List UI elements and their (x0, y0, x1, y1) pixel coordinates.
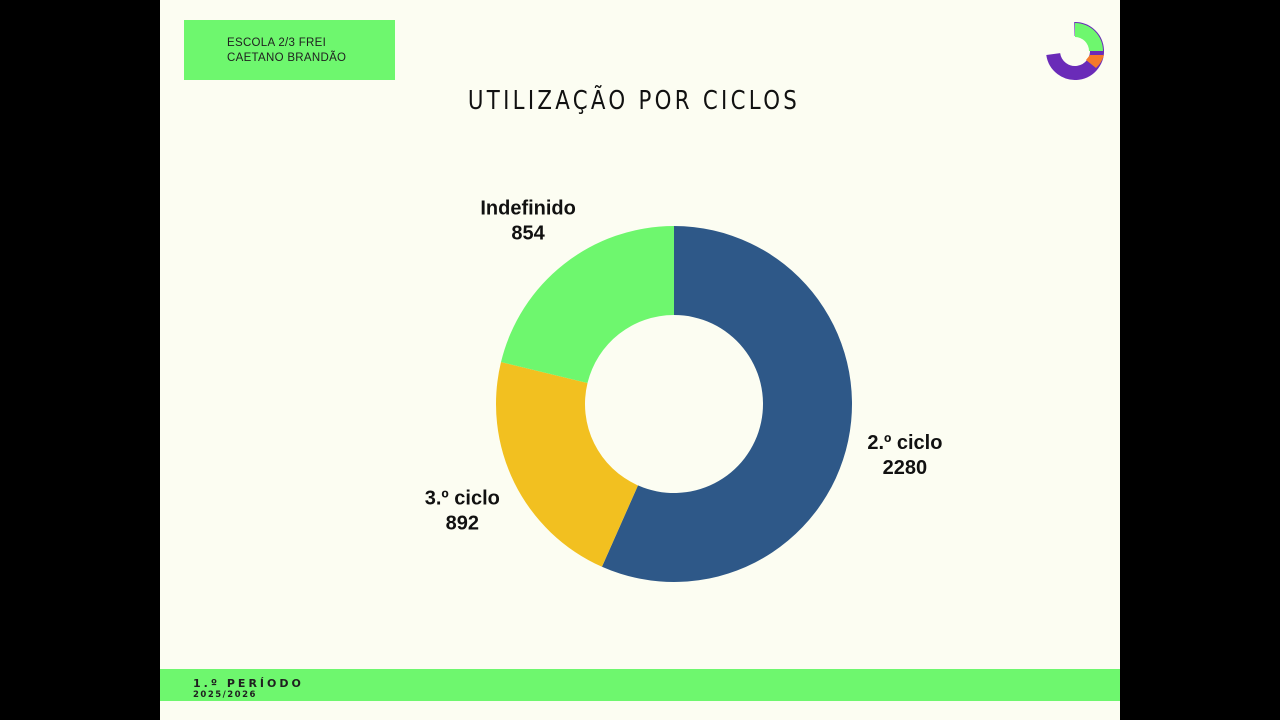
slice-label-2: Indefinido (480, 197, 576, 219)
donut-slice-2 (501, 226, 674, 384)
donut-chart: 2.º ciclo 2280 3.º ciclo 892 Indefinido 854 (425, 197, 942, 582)
school-name-line1: ESCOLA 2/3 FREI (227, 37, 327, 49)
period-label: 1.º PERÍODO (193, 677, 304, 690)
slice-value-1: 892 (446, 512, 479, 534)
slice-label-0: 2.º ciclo (867, 432, 942, 454)
school-badge: ESCOLA 2/3 FREI CAETANO BRANDÃO (184, 20, 395, 80)
slide: ESCOLA 2/3 FREI CAETANO BRANDÃO UTILIZAÇ… (160, 0, 1120, 720)
slice-label-1: 3.º ciclo (425, 487, 500, 509)
school-year-label: 2025/2026 (193, 690, 257, 700)
chart-title: UTILIZAÇÃO POR CICLOS (467, 86, 801, 116)
footer-bar (160, 669, 1120, 701)
slice-value-0: 2280 (883, 457, 928, 479)
slice-value-2: 854 (511, 222, 545, 244)
school-name-line2: CAETANO BRANDÃO (227, 52, 347, 64)
donut-slice-1 (496, 362, 638, 567)
donut-slice-0 (601, 226, 853, 582)
pie-chart-logo-icon (1046, 22, 1104, 80)
